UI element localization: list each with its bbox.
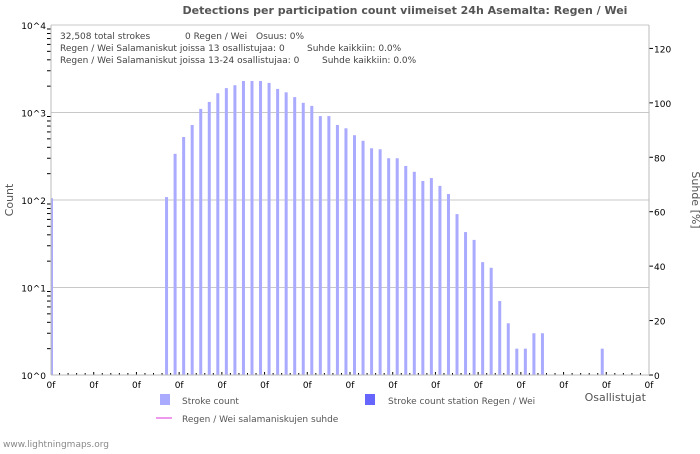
bar: [429, 178, 433, 375]
info-text: 0 Regen / Wei: [185, 32, 247, 42]
bar: [446, 194, 450, 375]
bar: [344, 128, 348, 375]
y2-tick-label: 80: [654, 154, 666, 164]
bar: [412, 171, 416, 375]
bar: [481, 262, 485, 375]
bar: [284, 92, 288, 375]
bar: [233, 85, 237, 376]
bar: [464, 232, 468, 375]
bar: [472, 239, 476, 375]
bar: [532, 333, 536, 375]
bar: [335, 124, 339, 376]
bar: [216, 93, 220, 375]
x-tick-label: 0f: [217, 381, 227, 391]
bar: [207, 101, 211, 376]
bar: [199, 108, 203, 375]
bar: [523, 348, 527, 375]
bar: [327, 116, 331, 376]
bar: [540, 333, 544, 375]
info-text: 32,508 total strokes: [60, 32, 150, 42]
bar: [387, 158, 391, 375]
bar: [224, 88, 228, 375]
x-tick-label: 0f: [89, 381, 99, 391]
bar: [404, 165, 408, 375]
x-tick-label: 0f: [559, 381, 569, 391]
bar: [190, 124, 194, 376]
x-tick-label: 0f: [431, 381, 441, 391]
chart-title: Detections per participation count viime…: [183, 4, 628, 17]
y2-tick-label: 0: [654, 372, 660, 382]
info-text: Osuus: 0%: [256, 32, 304, 42]
bar: [421, 180, 425, 375]
y-tick-label: 10^0: [21, 372, 46, 382]
y2-tick-label: 100: [654, 100, 671, 110]
bar: [515, 348, 519, 375]
bar: [310, 105, 314, 375]
x-tick-label: 0f: [645, 381, 655, 391]
bar: [378, 149, 382, 375]
y2-tick-label: 40: [654, 263, 666, 273]
bar: [455, 214, 459, 375]
bar: [506, 323, 510, 375]
bar: [241, 81, 245, 375]
bar: [318, 116, 322, 376]
y2-tick-label: 60: [654, 209, 666, 219]
y2-tick-label: 120: [654, 45, 671, 55]
x-tick-label: 0f: [602, 381, 612, 391]
info-text: Regen / Wei Salamaniskut joissa 13 osall…: [60, 44, 285, 54]
bar: [259, 81, 263, 375]
x-tick-label: 0f: [303, 381, 313, 391]
bar: [395, 158, 399, 375]
y-tick-label: 10^1: [21, 285, 46, 295]
bar: [182, 136, 186, 375]
bar: [600, 348, 604, 375]
x-tick-label: 0f: [388, 381, 398, 391]
legend-label-ratio: Regen / Wei salamaniskujen suhde: [182, 415, 339, 425]
info-text: Regen / Wei Salamaniskut joissa 13-24 os…: [60, 56, 300, 66]
legend-swatch-station: [365, 394, 375, 405]
bar: [301, 102, 305, 376]
bar: [173, 153, 177, 375]
x-tick-label: 0f: [346, 381, 356, 391]
info-box: 32,508 total strokes 0 Regen / Wei Osuus: …: [60, 32, 417, 66]
y2-tick-label: 20: [654, 318, 666, 328]
x-tick-label: 0f: [260, 381, 270, 391]
bar: [498, 301, 502, 375]
bar: [276, 88, 280, 376]
bar: [370, 148, 374, 375]
y2-axis-label: Suhde [%]: [689, 171, 700, 228]
x-axis-label: Osallistujat: [585, 391, 647, 404]
x-tick-label: 0f: [47, 381, 57, 391]
bar: [165, 197, 169, 375]
legend-label-stroke-count: Stroke count: [182, 397, 239, 407]
bar: [250, 81, 254, 375]
x-tick-label: 0f: [516, 381, 526, 391]
info-text: Suhde kaikkiin: 0.0%: [322, 56, 417, 66]
y-tick-label: 10^2: [21, 197, 46, 207]
bar: [293, 97, 297, 376]
x-tick-label: 0f: [132, 381, 142, 391]
x-tick-label: 0f: [175, 381, 185, 391]
bar: [267, 82, 271, 375]
info-text: Suhde kaikkiin: 0.0%: [307, 44, 402, 54]
bar: [361, 140, 365, 375]
x-tick-label: 0f: [474, 381, 484, 391]
bar: [51, 198, 53, 375]
legend-label-station: Stroke count station Regen / Wei: [388, 397, 535, 407]
bar: [438, 185, 442, 375]
legend-swatch-stroke-count: [160, 394, 170, 405]
y-tick-label: 10^4: [21, 22, 46, 32]
y-tick-label: 10^3: [21, 110, 46, 120]
footer-credit[interactable]: www.lightningmaps.org: [3, 440, 109, 450]
bar: [489, 267, 493, 375]
y-axis-label: Count: [3, 183, 16, 216]
bar: [353, 135, 356, 375]
